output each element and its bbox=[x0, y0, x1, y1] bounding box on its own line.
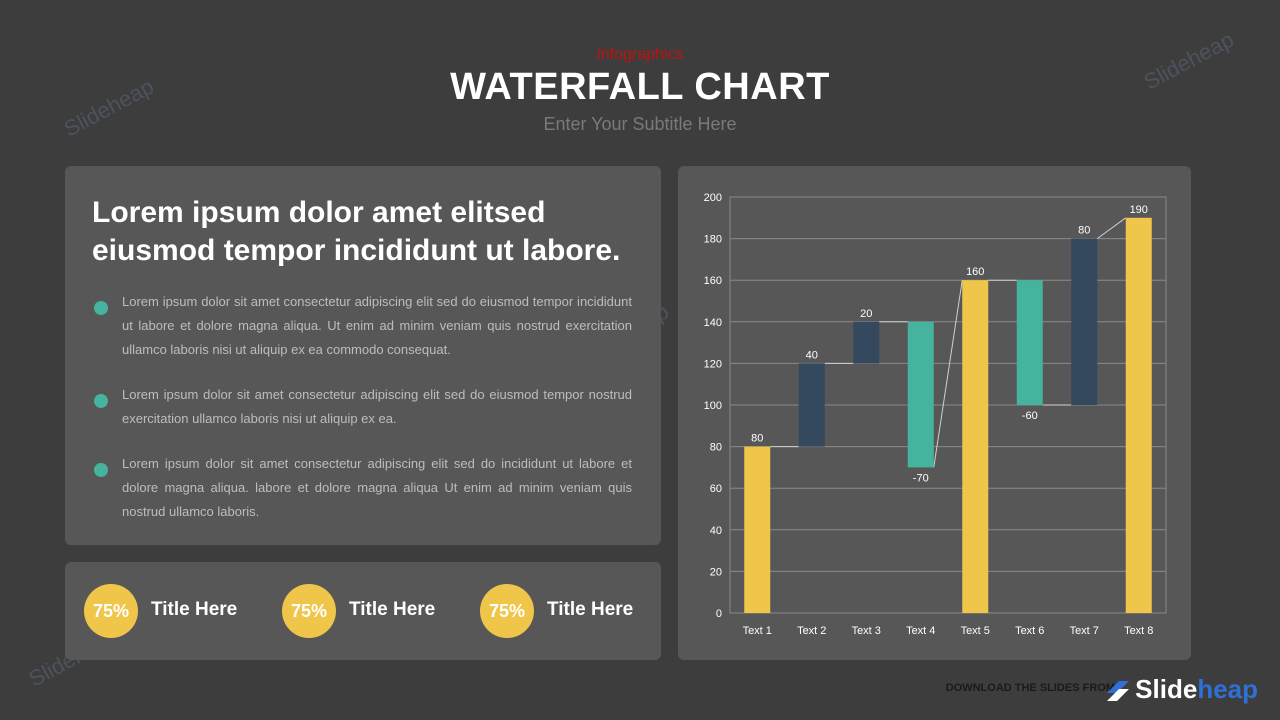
y-tick-label: 140 bbox=[704, 317, 722, 329]
download-text: DOWNLOAD THE SLIDES FROM bbox=[945, 682, 1115, 694]
slideheap-logo[interactable]: Slideheap bbox=[1105, 674, 1258, 705]
bullet-dot-icon bbox=[94, 301, 108, 315]
headline: Lorem ipsum dolor amet elitsed eiusmod t… bbox=[92, 196, 621, 267]
logo-text-heap: heap bbox=[1197, 674, 1258, 704]
bullet-text: Lorem ipsum dolor sit amet consectetur a… bbox=[122, 387, 632, 426]
stat-label: Title Here bbox=[547, 599, 634, 620]
y-tick-label: 40 bbox=[710, 525, 722, 537]
stat-label: Title Here bbox=[151, 599, 238, 620]
bar bbox=[744, 446, 771, 613]
y-tick-label: 160 bbox=[704, 275, 722, 287]
y-tick-label: 120 bbox=[704, 358, 722, 370]
stat-label: Title Here bbox=[349, 599, 436, 620]
slideheap-logo-icon bbox=[1107, 681, 1130, 702]
x-tick-label: Text 5 bbox=[961, 625, 990, 637]
stat-circle: 75% bbox=[480, 584, 534, 638]
stats-panel: 75% Title Here 75% Title Here 75% Title … bbox=[65, 562, 661, 660]
x-tick-label: Text 4 bbox=[906, 625, 935, 637]
bar bbox=[1071, 238, 1098, 405]
y-tick-label: 0 bbox=[716, 608, 722, 620]
x-tick-label: Text 3 bbox=[852, 625, 881, 637]
y-tick-label: 200 bbox=[704, 192, 722, 204]
data-label: 40 bbox=[806, 349, 818, 361]
bar bbox=[798, 363, 825, 447]
data-label: 190 bbox=[1130, 204, 1148, 216]
y-tick-label: 80 bbox=[710, 442, 722, 454]
stat-circle: 75% bbox=[84, 584, 138, 638]
text-panel: Lorem ipsum dolor amet elitsed eiusmod t… bbox=[65, 166, 661, 545]
bullet-dot-icon bbox=[94, 463, 108, 477]
y-tick-label: 100 bbox=[704, 400, 722, 412]
bar bbox=[907, 321, 934, 468]
y-tick-label: 180 bbox=[704, 234, 722, 246]
data-label: 80 bbox=[1078, 225, 1090, 237]
data-label: -70 bbox=[913, 472, 929, 484]
bar bbox=[1125, 217, 1152, 614]
x-tick-label: Text 8 bbox=[1124, 625, 1153, 637]
data-label: 160 bbox=[966, 266, 984, 278]
connector-line bbox=[933, 280, 963, 468]
connector-line bbox=[1096, 217, 1127, 240]
data-label: 20 bbox=[860, 308, 872, 320]
x-tick-label: Text 2 bbox=[797, 625, 826, 637]
bullet-text: Lorem ipsum dolor sit amet consectetur a… bbox=[122, 294, 632, 357]
data-label: 80 bbox=[751, 433, 763, 445]
x-tick-label: Text 1 bbox=[743, 625, 772, 637]
y-tick-label: 60 bbox=[710, 483, 722, 495]
bar bbox=[962, 280, 989, 613]
waterfall-chart: 0 20 40 60 80 100 120 140 160 180 200 80 Text 1 40 Tex… bbox=[704, 192, 1167, 637]
data-label: -60 bbox=[1022, 410, 1038, 422]
bar bbox=[853, 321, 880, 364]
page-subtitle: Enter Your Subtitle Here bbox=[543, 114, 737, 134]
bar bbox=[1016, 280, 1043, 405]
bullet-dot-icon bbox=[94, 394, 108, 408]
kicker-label: Infographics bbox=[596, 46, 684, 63]
page-title: WATERFALL CHART bbox=[450, 66, 830, 108]
x-tick-label: Text 6 bbox=[1015, 625, 1044, 637]
y-tick-label: 20 bbox=[710, 566, 722, 578]
x-tick-label: Text 7 bbox=[1070, 625, 1099, 637]
chart-panel: 0 20 40 60 80 100 120 140 160 180 200 80 Text 1 40 Tex… bbox=[678, 166, 1191, 660]
logo-text-slide: Slide bbox=[1135, 674, 1198, 704]
bullet-text: Lorem ipsum dolor sit amet consectetur a… bbox=[122, 456, 632, 519]
stat-circle: 75% bbox=[282, 584, 336, 638]
